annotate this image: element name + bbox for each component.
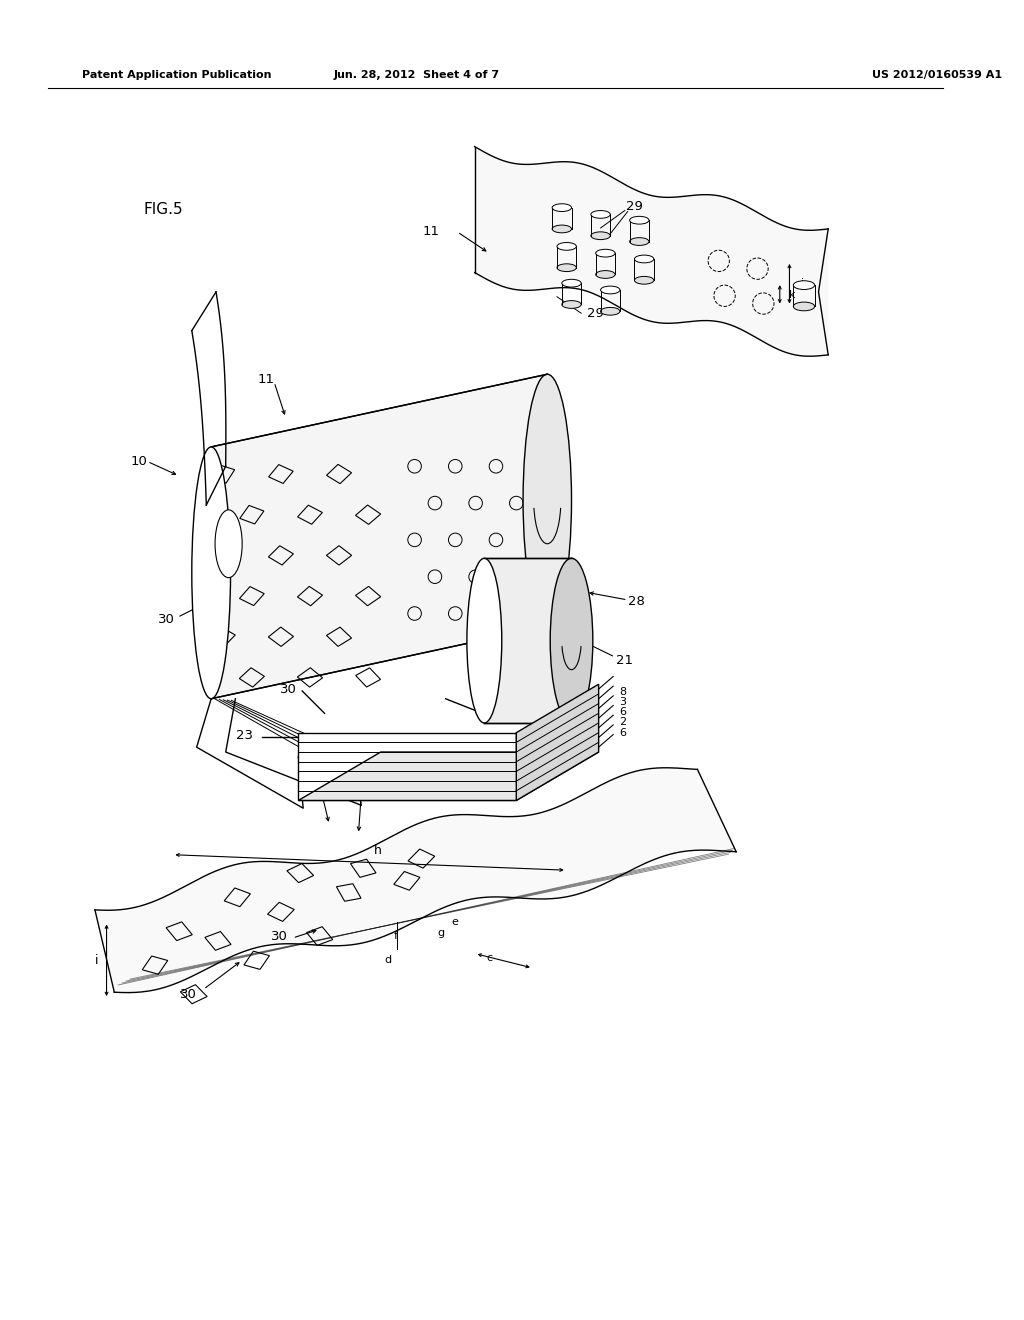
Ellipse shape: [635, 276, 654, 284]
Ellipse shape: [600, 308, 620, 315]
Text: 30: 30: [270, 929, 288, 942]
Text: j: j: [801, 279, 804, 288]
Text: 3: 3: [620, 697, 627, 708]
Text: 8: 8: [620, 686, 627, 697]
Text: 28: 28: [628, 595, 645, 609]
Polygon shape: [95, 768, 736, 993]
Ellipse shape: [630, 216, 649, 224]
Text: f: f: [393, 931, 397, 941]
Ellipse shape: [550, 558, 593, 723]
Ellipse shape: [596, 271, 615, 279]
Ellipse shape: [557, 264, 577, 272]
Ellipse shape: [191, 447, 230, 698]
Text: Patent Application Publication: Patent Application Publication: [82, 70, 271, 81]
Text: 20: 20: [485, 706, 503, 719]
Text: c: c: [486, 953, 493, 964]
Polygon shape: [298, 752, 599, 800]
Text: 11: 11: [423, 226, 439, 239]
Text: d: d: [384, 956, 391, 965]
Text: k: k: [790, 290, 796, 300]
Polygon shape: [211, 375, 547, 698]
Text: 21: 21: [616, 653, 633, 667]
Ellipse shape: [552, 226, 571, 232]
Text: g: g: [437, 928, 444, 939]
Ellipse shape: [467, 558, 502, 723]
Text: 6: 6: [620, 727, 627, 738]
Text: 30: 30: [180, 987, 198, 1001]
Polygon shape: [484, 558, 571, 723]
Ellipse shape: [523, 375, 571, 626]
Ellipse shape: [562, 301, 582, 309]
Polygon shape: [516, 684, 599, 800]
Ellipse shape: [562, 280, 582, 286]
Ellipse shape: [794, 281, 815, 289]
Text: 6: 6: [620, 708, 627, 717]
Ellipse shape: [794, 302, 815, 310]
Text: 23: 23: [236, 729, 253, 742]
Text: 2: 2: [620, 718, 627, 727]
Polygon shape: [475, 147, 828, 356]
Ellipse shape: [635, 255, 654, 263]
Polygon shape: [298, 733, 516, 800]
Text: US 2012/0160539 A1: US 2012/0160539 A1: [871, 70, 1001, 81]
Text: 30: 30: [281, 682, 297, 696]
Ellipse shape: [630, 238, 649, 246]
Text: h: h: [374, 845, 382, 857]
Text: 29: 29: [588, 306, 604, 319]
Ellipse shape: [552, 203, 571, 211]
Ellipse shape: [591, 210, 610, 218]
Ellipse shape: [557, 243, 577, 251]
Text: Jun. 28, 2012  Sheet 4 of 7: Jun. 28, 2012 Sheet 4 of 7: [334, 70, 500, 81]
Text: 11: 11: [258, 372, 274, 385]
Text: i: i: [95, 954, 98, 966]
Text: e: e: [452, 916, 459, 927]
Text: 29: 29: [626, 201, 643, 213]
Ellipse shape: [591, 232, 610, 240]
Text: 10: 10: [130, 455, 147, 467]
Ellipse shape: [600, 286, 620, 294]
Ellipse shape: [596, 249, 615, 257]
Ellipse shape: [215, 510, 242, 578]
Text: FIG.5: FIG.5: [143, 202, 183, 216]
Text: 30: 30: [158, 612, 175, 626]
